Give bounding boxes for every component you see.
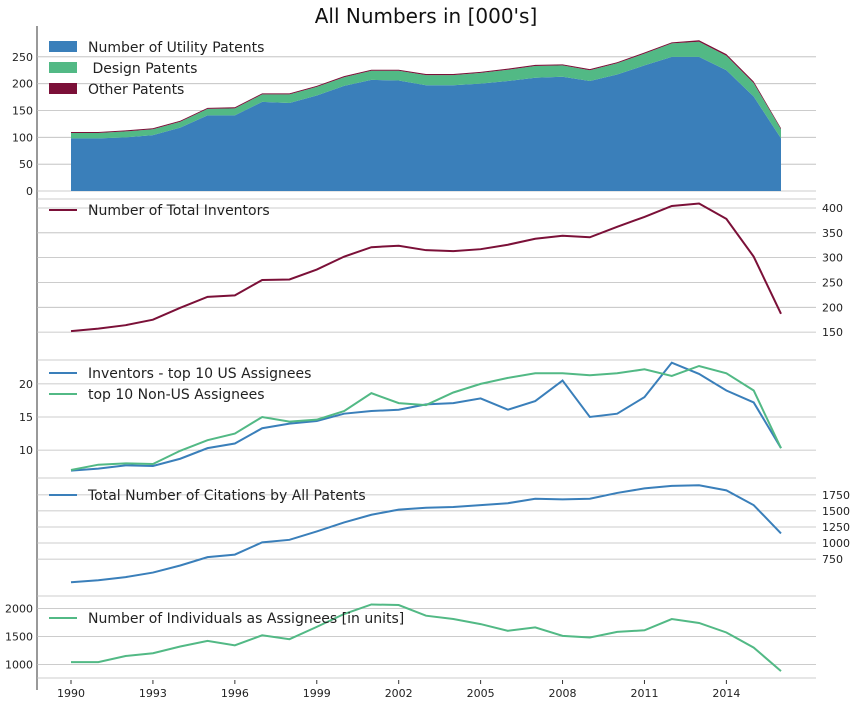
y-tick-label: 0 [26,185,33,198]
y-tick-label: 1000 [822,537,850,550]
y-tick-label: 100 [12,131,33,144]
chart-title: All Numbers in [000's] [315,4,538,28]
legend-swatch [49,62,77,73]
legend-label: Number of Utility Patents [88,40,264,56]
y-tick-label: 150 [822,326,843,339]
y-tick-label: 10 [19,444,33,457]
legend-label: Number of Individuals as Assignees [in u… [88,611,404,627]
legend-swatch [49,83,77,94]
y-tick-label: 20 [19,378,33,391]
legend-label: Other Patents [88,82,184,98]
line-series-1 [70,202,782,333]
y-tick-label: 1750 [822,489,850,502]
y-tick-label: 15 [19,411,33,424]
line-series-2 [70,364,782,471]
y-tick-label: 750 [822,553,843,566]
y-tick-label: 300 [822,252,843,265]
area-series-2 [71,41,781,139]
plot-area: 0 50 100 150 200 250 Number of Utility Patents… [5,26,850,700]
y-tick-label: 250 [12,51,33,64]
line-series-1 [71,603,782,672]
legend-label: Design Patents [88,61,197,77]
y-tick-label: 200 [822,301,843,314]
y-tick-label: 2000 [5,602,33,615]
y-tick-label: 350 [822,227,843,240]
y-tick-label: 200 [12,78,33,91]
x-tick-label: 2008 [549,687,577,700]
line-series-1 [70,484,782,584]
x-tick-label: 2011 [630,687,658,700]
y-tick-label: 1000 [5,658,33,671]
x-tick-label: 2002 [385,687,413,700]
x-tick-label: 2014 [712,687,740,700]
legend-label: Inventors - top 10 US Assignees [88,366,311,382]
legend-label: Total Number of Citations by All Patents [87,488,366,504]
x-tick-label: 1993 [139,687,167,700]
legend-label: Number of Total Inventors [88,203,270,219]
y-tick-label: 50 [19,158,33,171]
y-tick-label: 250 [822,276,843,289]
x-tick-label: 2005 [467,687,495,700]
y-tick-label: 1250 [822,521,850,534]
x-tick-label: 1996 [221,687,249,700]
y-tick-label: 150 [12,105,33,118]
y-tick-label: 400 [822,202,843,215]
legend-label: top 10 Non-US Assignees [88,387,265,403]
legend-swatch [49,41,77,52]
y-tick-label: 1500 [822,505,850,518]
area-series-1 [71,56,781,192]
x-tick-label: 1990 [57,687,85,700]
x-tick-label: 1999 [303,687,331,700]
y-tick-label: 1500 [5,630,33,643]
